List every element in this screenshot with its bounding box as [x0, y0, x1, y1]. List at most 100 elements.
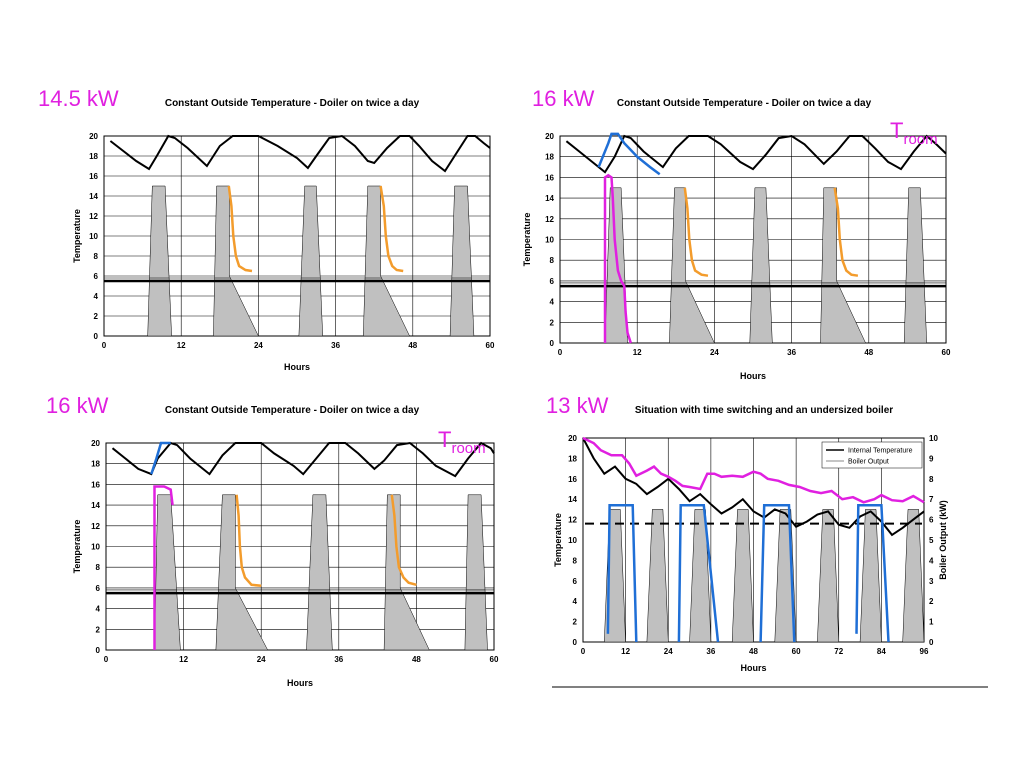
- power-label: 16 kW: [46, 393, 109, 418]
- y-tick-label: 12: [568, 516, 577, 525]
- y2-tick-label: 7: [929, 495, 934, 504]
- x-tick-label: 12: [179, 655, 188, 664]
- y-tick-label: 10: [545, 236, 554, 245]
- y2-tick-label: 2: [929, 597, 934, 606]
- y-tick-label: 16: [545, 173, 554, 182]
- y-tick-label: 18: [91, 460, 100, 469]
- y-tick-label: 4: [573, 597, 578, 606]
- power-label: 13 kW: [546, 393, 609, 418]
- internal-temperature-curve: [153, 485, 174, 650]
- x-tick-label: 60: [792, 647, 801, 656]
- x-tick-label: 36: [331, 341, 340, 350]
- x-tick-label: 24: [710, 348, 719, 357]
- cooling-curve: [833, 187, 859, 277]
- x-tick-label: 0: [581, 647, 586, 656]
- y-tick-label: 12: [89, 212, 98, 221]
- room-temperature-line: [109, 134, 491, 173]
- chart-title: Constant Outside Temperature - Doiler on…: [165, 405, 420, 416]
- heating-curve: [597, 132, 661, 176]
- cooling-curve: [227, 185, 253, 273]
- boiler-output-area: [669, 187, 715, 344]
- y2-tick-label: 8: [929, 475, 934, 484]
- y-tick-label: 20: [89, 132, 98, 141]
- cooling-curve: [683, 187, 709, 277]
- room-temperature-label: Troom: [890, 118, 938, 148]
- x-tick-label: 96: [920, 647, 929, 656]
- y-tick-label: 8: [96, 563, 101, 572]
- power-label: 16 kW: [532, 86, 595, 111]
- boiler-output-area: [213, 185, 259, 337]
- boiler-output-area: [820, 187, 866, 344]
- y-tick-label: 18: [89, 152, 98, 161]
- boiler-output-area: [731, 509, 754, 643]
- power-label: 14.5 kW: [38, 86, 119, 111]
- boiler-output-area: [306, 494, 333, 651]
- y-tick-label: 18: [568, 454, 577, 463]
- x-tick-label: 48: [749, 647, 758, 656]
- legend-boiler-label: Boiler Output: [848, 459, 889, 466]
- y2-tick-label: 0: [929, 638, 934, 647]
- y-tick-label: 6: [94, 272, 99, 281]
- y-tick-label: 20: [91, 439, 100, 448]
- y2-tick-label: 5: [929, 536, 934, 545]
- x-tick-label: 36: [334, 655, 343, 664]
- y-tick-label: 10: [568, 536, 577, 545]
- y-tick-label: 0: [550, 339, 555, 348]
- x-axis-title: Hours: [284, 362, 310, 372]
- cooling-curve: [390, 494, 417, 587]
- y-tick-label: 12: [91, 522, 100, 531]
- heating-curve: [759, 504, 796, 643]
- heating-curve: [677, 504, 720, 643]
- heating-curve: [855, 504, 890, 643]
- x-axis-title: Hours: [740, 663, 766, 673]
- y-tick-label: 0: [94, 332, 99, 341]
- x-tick-label: 60: [490, 655, 499, 664]
- cooling-curve: [379, 185, 404, 273]
- heating-curve: [150, 441, 171, 475]
- chart-title: Constant Outside Temperature - Doiler on…: [617, 98, 872, 109]
- y-axis-title: Temperature: [72, 209, 82, 263]
- x-tick-label: 48: [408, 341, 417, 350]
- x-tick-label: 84: [877, 647, 886, 656]
- y-tick-label: 18: [545, 153, 554, 162]
- x-tick-label: 0: [558, 348, 563, 357]
- boiler-output-area: [449, 185, 475, 337]
- chart-panel-2: 16 kW Constant Outside Temperature - Doil…: [522, 86, 951, 381]
- boiler-output-area: [646, 509, 669, 643]
- x-tick-label: 36: [787, 348, 796, 357]
- boiler-output-area: [154, 494, 181, 651]
- y-tick-label: 4: [96, 605, 101, 614]
- room-temperature-line: [582, 437, 925, 537]
- y-tick-label: 4: [94, 292, 99, 301]
- internal-temperature-curve: [603, 173, 632, 344]
- y-axis-title: Temperature: [553, 513, 563, 567]
- y-tick-label: 8: [550, 256, 555, 265]
- x-tick-label: 60: [486, 341, 495, 350]
- y2-tick-label: 9: [929, 454, 934, 463]
- chart-title: Situation with time switching and an und…: [635, 405, 893, 416]
- y2-tick-label: 1: [929, 618, 934, 627]
- chart-panel-4: 13 kW Situation with time switching and a…: [546, 393, 948, 673]
- boiler-output-area: [903, 187, 927, 344]
- x-tick-label: 72: [834, 647, 843, 656]
- y-axis-title: Temperature: [72, 520, 82, 574]
- boiler-output-area: [383, 494, 430, 651]
- y-tick-label: 10: [91, 543, 100, 552]
- chart-title: Constant Outside Temperature - Doiler on…: [165, 98, 420, 109]
- y-tick-label: 10: [89, 232, 98, 241]
- x-tick-label: 48: [412, 655, 421, 664]
- y-tick-label: 20: [545, 132, 554, 141]
- x-tick-label: 24: [257, 655, 266, 664]
- y-tick-label: 14: [568, 495, 577, 504]
- y2-tick-label: 4: [929, 556, 934, 565]
- y2-tick-label: 6: [929, 516, 934, 525]
- y-tick-label: 8: [573, 556, 578, 565]
- x-tick-label: 12: [633, 348, 642, 357]
- x-tick-label: 36: [706, 647, 715, 656]
- room-temperature-line: [111, 441, 495, 478]
- y-tick-label: 2: [573, 618, 578, 627]
- legend-internal-label: Internal Temperature: [848, 448, 913, 455]
- internal-temperature-curve: [582, 436, 925, 504]
- x-tick-label: 48: [864, 348, 873, 357]
